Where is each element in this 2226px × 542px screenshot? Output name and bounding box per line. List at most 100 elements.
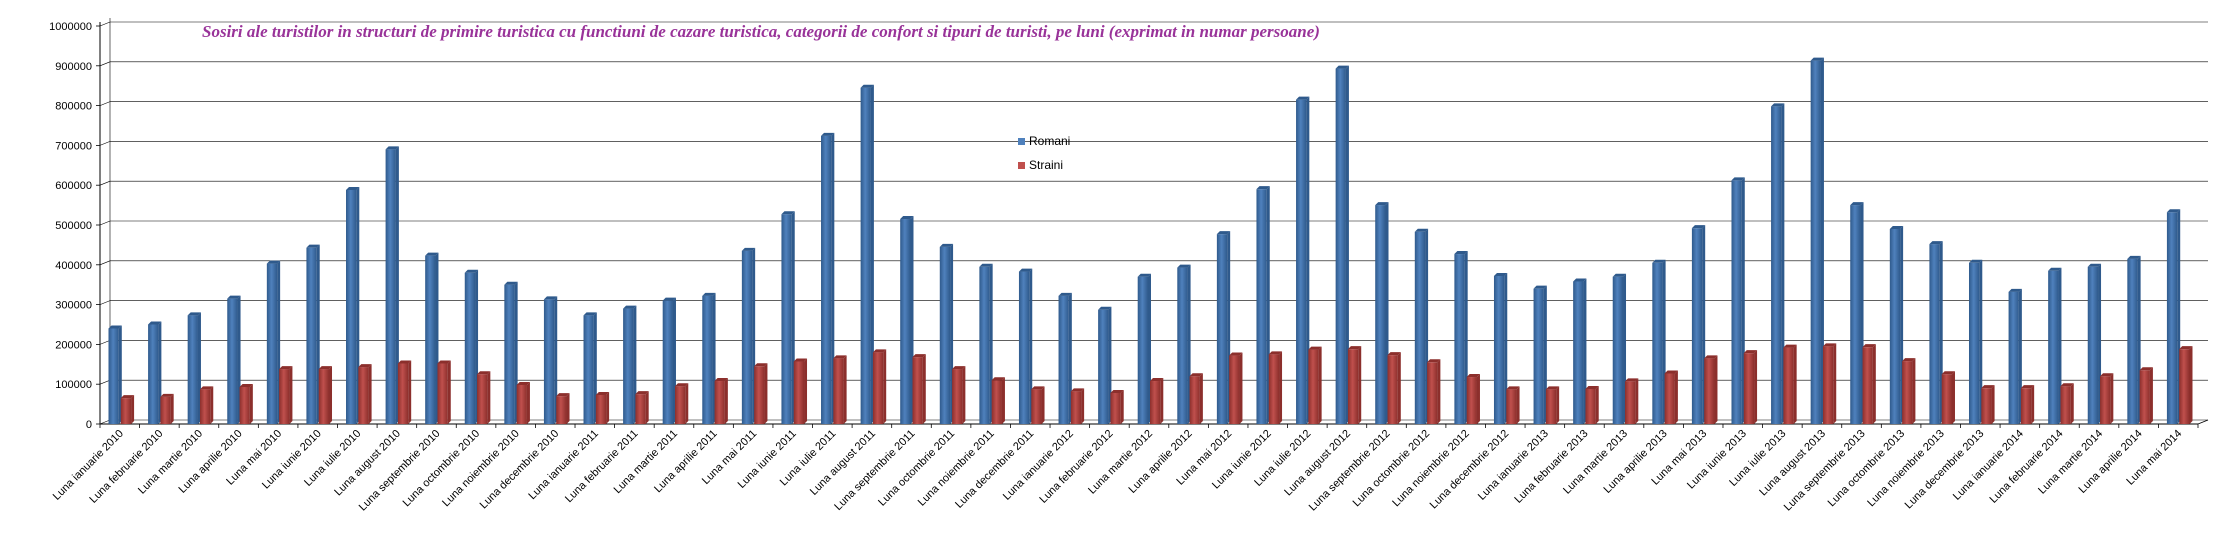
- bar-straini-side: [210, 386, 214, 424]
- bar-straini-top: [1308, 346, 1322, 350]
- bar-straini-top: [1585, 385, 1599, 389]
- bar-romani: [425, 255, 436, 424]
- bar-romani-top: [1850, 202, 1864, 206]
- bar-straini-top: [1822, 343, 1837, 347]
- bar-straini-side: [1595, 385, 1599, 424]
- bar-romani: [1058, 295, 1069, 424]
- bar-straini-side: [1951, 371, 1955, 424]
- bar-romani-side: [1306, 96, 1310, 424]
- bar-straini-top: [516, 381, 530, 385]
- x-tick-label: Luna decembrie 2010: [478, 428, 562, 512]
- bar-straini-side: [1437, 359, 1441, 424]
- bar-straini: [833, 358, 844, 424]
- bar-romani-top: [464, 269, 479, 273]
- bar-straini-top: [872, 349, 887, 353]
- bar-straini-side: [1674, 370, 1678, 424]
- bar-romani-side: [1979, 259, 1983, 424]
- bar-straini: [1070, 391, 1082, 424]
- x-tick-label: Luna noiembrie 2010: [440, 428, 522, 510]
- x-tick-label: Luna februarie 2013: [1512, 428, 1590, 506]
- bar-straini: [1585, 388, 1596, 424]
- bar-straini: [872, 352, 884, 424]
- bar-romani: [2166, 212, 2178, 424]
- bar-romani-top: [623, 305, 637, 309]
- bar-straini-side: [962, 366, 966, 424]
- bar-romani-side: [1820, 57, 1824, 424]
- bar-romani-side: [1029, 268, 1033, 424]
- gridline-side: [99, 21, 111, 27]
- bar-romani-top: [1771, 103, 1785, 107]
- bar-romani-top: [1731, 177, 1745, 181]
- x-tick-label: Luna ianuarie 2010: [51, 428, 126, 503]
- gridline-side: [99, 180, 111, 186]
- bar-romani: [504, 284, 515, 424]
- bar-romani: [2008, 291, 2019, 424]
- bar-straini-side: [1041, 386, 1045, 424]
- bar-straini-top: [1466, 374, 1480, 378]
- bar-romani-top: [1256, 186, 1270, 190]
- bar-romani-top: [1216, 231, 1231, 235]
- floor-edge: [2197, 419, 2209, 425]
- bar-romani: [1810, 60, 1821, 424]
- bar-straini-side: [1397, 352, 1401, 424]
- bar-romani-top: [1454, 251, 1468, 255]
- bar-romani-top: [543, 296, 558, 300]
- bar-straini: [1506, 389, 1517, 424]
- bar-straini-side: [1635, 378, 1639, 424]
- bar-straini-side: [131, 395, 135, 424]
- bar-straini-top: [833, 355, 847, 359]
- bar-straini-top: [1150, 378, 1164, 382]
- bar-straini: [1862, 347, 1873, 424]
- bar-romani-top: [1137, 273, 1151, 277]
- bar-romani-top: [1098, 306, 1112, 310]
- bar-straini-top: [1704, 355, 1718, 359]
- bar-straini: [1268, 354, 1280, 424]
- bar-straini-side: [2110, 373, 2114, 424]
- bar-straini-side: [1199, 373, 1203, 424]
- bar-straini-side: [1516, 386, 1520, 424]
- bar-straini-top: [1427, 359, 1441, 363]
- bar-straini-top: [2020, 385, 2035, 389]
- bar-romani: [1771, 106, 1782, 424]
- bar-straini-top: [2139, 367, 2153, 371]
- x-tick-label: Luna februarie 2012: [1037, 428, 1115, 506]
- bar-romani-top: [1296, 96, 1310, 100]
- bar-straini-side: [645, 391, 649, 424]
- bar-romani-side: [870, 84, 874, 424]
- bar-romani-top: [187, 312, 201, 316]
- bar-straini-top: [1941, 371, 1955, 375]
- bar-romani-top: [227, 295, 241, 299]
- bar-straini-side: [487, 371, 491, 424]
- bar-straini: [2139, 370, 2150, 424]
- bar-straini-side: [2070, 383, 2074, 424]
- bar-romani: [662, 300, 673, 424]
- x-tick-label: Luna august 2013: [1757, 428, 1828, 499]
- bar-romani: [1968, 262, 1980, 424]
- bar-straini-side: [2031, 385, 2035, 424]
- y-tick-label: 1000000: [49, 21, 92, 33]
- bar-romani-top: [741, 247, 756, 251]
- y-tick-label: 700000: [55, 140, 92, 152]
- bar-romani-top: [1375, 202, 1389, 206]
- bar-romani: [148, 324, 159, 424]
- bar-straini: [793, 361, 805, 424]
- y-tick-label: 200000: [55, 339, 92, 351]
- bar-romani-side: [1583, 278, 1587, 424]
- bar-straini-top: [1268, 351, 1283, 355]
- bar-romani-top: [900, 216, 914, 220]
- bar-straini-top: [239, 383, 253, 387]
- bar-romani: [1612, 276, 1624, 424]
- bar-romani: [1691, 228, 1703, 424]
- bar-romani: [1889, 228, 1901, 424]
- bar-straini-side: [883, 349, 887, 424]
- bar-romani-top: [1810, 57, 1824, 61]
- bar-romani: [1137, 276, 1148, 424]
- gridline-side: [99, 419, 111, 425]
- bar-straini: [1031, 389, 1042, 424]
- bar-romani: [1414, 231, 1426, 424]
- bar-romani-top: [1493, 272, 1508, 276]
- bar-romani-top: [2127, 255, 2141, 259]
- bar-romani-top: [385, 146, 399, 150]
- bar-straini-side: [1160, 378, 1164, 424]
- bar-romani: [583, 315, 594, 424]
